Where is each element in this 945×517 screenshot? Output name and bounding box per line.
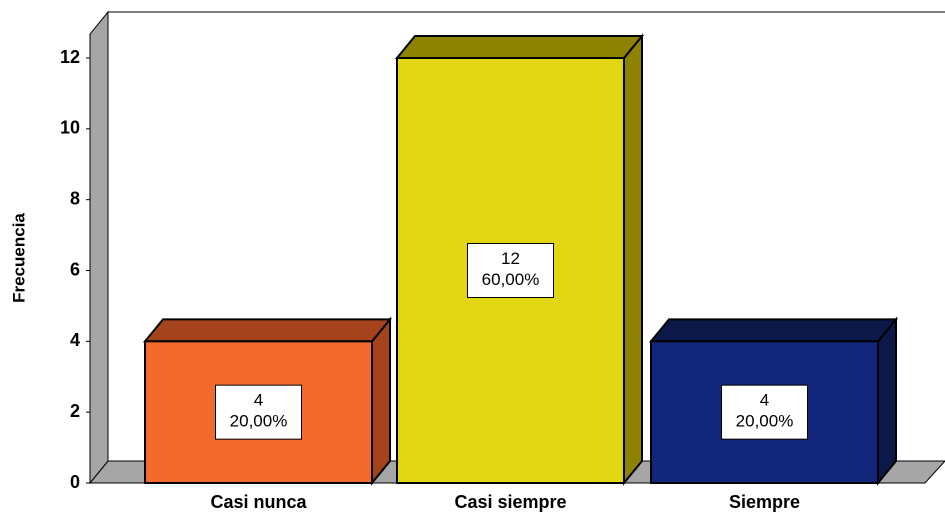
y-tick-label: 2: [70, 401, 80, 421]
y-tick-label: 0: [70, 472, 80, 492]
value-label: 4: [760, 391, 769, 410]
label-box: [467, 243, 554, 298]
y-tick-label: 6: [70, 259, 80, 279]
x-tick-label: Casi nunca: [210, 492, 307, 512]
value-label: 12: [501, 249, 520, 268]
x-tick-label: Siempre: [729, 492, 800, 512]
label-box: [721, 384, 808, 440]
percent-label: 20,00%: [736, 412, 794, 431]
bar-top: [394, 35, 645, 59]
side-wall: [89, 10, 109, 485]
bar-top: [142, 318, 393, 343]
y-tick-label: 8: [70, 188, 80, 208]
x-tick-label: Casi siempre: [454, 492, 566, 512]
y-tick-label: 4: [70, 330, 80, 350]
bar-top: [648, 318, 899, 343]
value-label: 4: [254, 391, 263, 410]
back-wall: [107, 11, 945, 461]
y-tick-label: 12: [60, 47, 80, 67]
bar-side: [371, 316, 391, 486]
y-tick-label: 10: [60, 118, 80, 138]
y-axis-label: Frecuencia: [9, 213, 28, 303]
percent-label: 20,00%: [230, 412, 288, 431]
bar-side: [877, 316, 897, 486]
percent-label: 60,00%: [482, 270, 540, 289]
bar-side: [623, 33, 643, 486]
label-box: [215, 384, 302, 440]
